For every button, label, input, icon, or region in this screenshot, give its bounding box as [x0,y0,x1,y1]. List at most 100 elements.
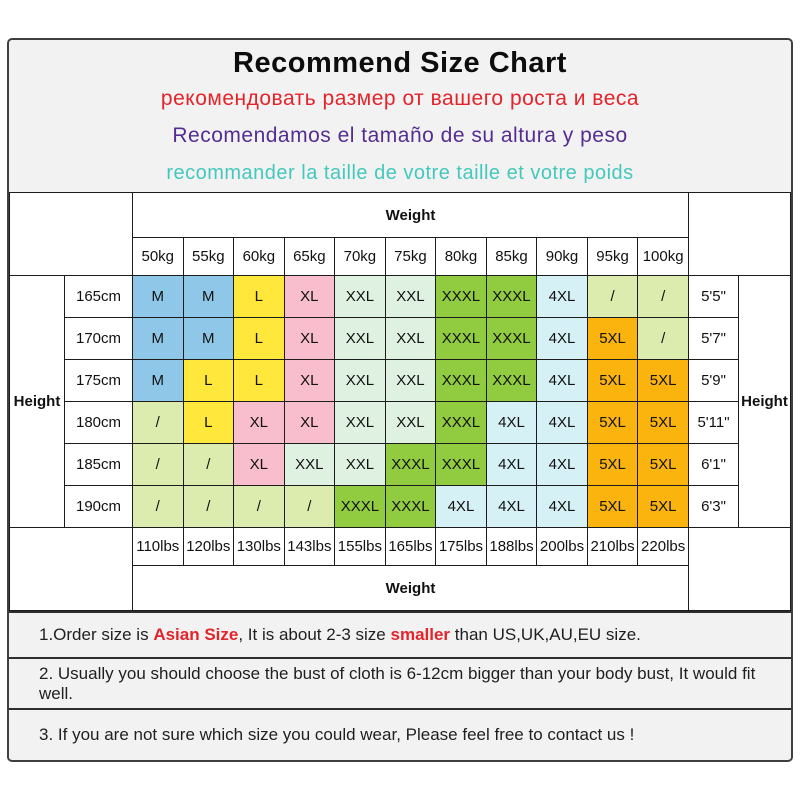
ft-label: 5'7" [688,317,739,360]
subtitle-es: Recomendamos el tamaño de su altura y pe… [172,124,628,147]
size-cell: XXXL [384,443,437,486]
corner-top-right [688,192,791,276]
size-cell: XXXL [435,359,487,402]
size-cell: 4XL [536,485,588,528]
size-cell: 4XL [536,275,588,318]
notes-section: 1.Order size is Asian Size, It is about … [9,611,791,759]
weight-footer-row: Weight [10,565,791,611]
cm-label: 175cm [64,359,133,402]
size-cell: XL [283,275,336,318]
note-highlight: Asian Size [153,625,239,644]
size-cell: L [233,275,285,318]
ft-label: 6'3" [688,485,739,528]
lbs-label: 155lbs [334,527,386,566]
size-cell: XL [283,359,336,402]
size-cell: XXL [334,401,386,444]
note-text: 1.Order size is Asian Size, It is about … [39,625,641,645]
size-cell: / [637,275,689,318]
page-title: Recommend Size Chart [233,47,567,79]
size-cell: 5XL [586,485,639,528]
kg-label: 60kg [233,237,285,276]
lbs-label: 110lbs [132,527,184,566]
size-cell: L [182,401,235,444]
size-cell: 4XL [536,359,588,402]
size-cell: / [586,275,639,318]
lbs-label: 165lbs [384,527,437,566]
corner-bottom-right [688,527,791,611]
weight-header-row: Weight [9,192,791,276]
ft-label: 5'11" [688,401,739,444]
size-cell: XXXL [334,485,386,528]
kg-label: 75kg [384,237,437,276]
size-cell: XXXL [485,359,538,402]
size-cell: 5XL [637,401,689,444]
size-cell: XXL [384,317,437,360]
size-cell: 5XL [586,401,639,444]
size-cell: 5XL [637,485,689,528]
size-cell: XL [283,317,336,360]
note-segment: 1.Order size is [39,625,154,644]
size-cell: 4XL [435,485,487,528]
size-cell: / [132,401,184,444]
size-cell: M [132,359,184,402]
ft-label: 5'9" [688,359,739,402]
ft-label: 5'5" [688,275,739,318]
size-cell: 4XL [485,443,538,486]
kg-label: 50kg [132,237,184,276]
size-cell: XXXL [435,317,487,360]
kg-label: 85kg [485,237,538,276]
size-cell: 4XL [536,443,588,486]
table-row: 185cm / / XL XXL XXL XXXL XXXL 4XL 4XL 5XL 5XL 6'1" [10,443,791,486]
size-cell: 5XL [637,443,689,486]
size-cell: L [233,359,285,402]
table-row: 180cm / L XL XL XXL XXL XXXL 4XL 4XL 5XL 5XL 5'11" [10,401,791,444]
size-cell: L [233,317,285,360]
size-cell: 4XL [536,401,588,444]
size-cell: XXXL [435,443,487,486]
size-chart-card: Recommend Size Chart рекомендовать разме… [7,38,793,762]
kg-label: 70kg [334,237,386,276]
size-cell: XXL [334,359,386,402]
size-cell: / [132,443,184,486]
note-text: 2. Usually you should choose the bust of… [39,664,791,704]
subtitle-ru: рекомендовать размер от вашего роста и в… [160,87,640,110]
size-cell: M [132,275,184,318]
lbs-label: 220lbs [637,527,689,566]
cm-label: 165cm [64,275,133,318]
cm-label: 180cm [64,401,133,444]
lbs-label: 200lbs [536,527,588,566]
size-cell: 4XL [485,485,538,528]
size-cell: L [182,359,235,402]
kg-label: 80kg [435,237,487,276]
size-table: Weight 50kg 55kg 60kg 65kg 70kg 75kg 80kg 85kg 90… [9,192,791,611]
size-cell: XXL [334,443,386,486]
size-cell: XL [233,443,285,486]
size-cell: M [182,275,235,318]
size-cell: XXL [283,443,336,486]
size-cell: 5XL [586,359,639,402]
corner-top-left [9,192,133,276]
size-cell: / [233,485,285,528]
lbs-label: 188lbs [485,527,538,566]
lbs-label: 130lbs [233,527,285,566]
height-label-right: Height [738,275,791,528]
kg-label: 90kg [536,237,588,276]
lbs-label: 175lbs [435,527,487,566]
size-cell: XXL [334,275,386,318]
cm-label: 190cm [64,485,133,528]
size-cell: / [283,485,336,528]
size-cell: XXXL [485,317,538,360]
note-text: 3. If you are not sure which size you co… [39,725,634,745]
note-2: 2. Usually you should choose the bust of… [9,657,791,708]
size-cell: / [132,485,184,528]
cm-label: 185cm [64,443,133,486]
weight-footer-label: Weight [132,565,689,611]
weight-header-label: Weight [132,192,689,238]
kg-label: 100kg [637,237,689,276]
title-block: Recommend Size Chart рекомендовать разме… [9,40,791,192]
size-cell: XXXL [435,275,487,318]
size-cell: 4XL [485,401,538,444]
size-cell: 5XL [637,359,689,402]
cm-label: 170cm [64,317,133,360]
size-cell: XXXL [435,401,487,444]
